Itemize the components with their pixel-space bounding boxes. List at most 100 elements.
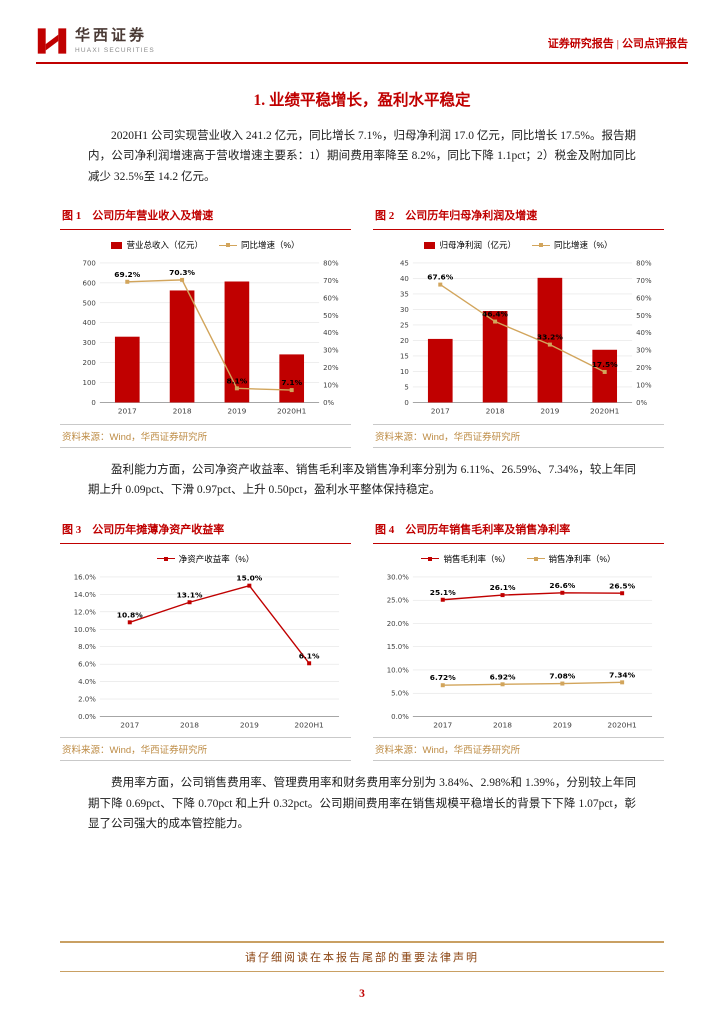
svg-text:0: 0 [91,399,95,407]
page-header: 华西证券 HUAXI SECURITIES 证券研究报告 | 公司点评报告 [0,0,724,62]
svg-text:70.3%: 70.3% [169,268,195,277]
footer-rule-top [60,941,664,943]
legend-item: 营业总收入（亿元） [111,239,203,251]
figure-4-legend: 销售毛利率（%） 销售净利率（%） [373,544,664,565]
svg-text:30: 30 [400,306,409,314]
report-type-label: 证券研究报告 | 公司点评报告 [548,35,688,56]
svg-text:10%: 10% [636,382,652,390]
legend-item: 同比增速（%） [531,239,613,251]
svg-text:70%: 70% [636,277,652,285]
huaxi-logo: 华西证券 HUAXI SECURITIES [36,26,155,56]
figure-3-caption: 图 3 公司历年摊薄净资产收益率 [60,517,351,544]
figure-2: 图 2 公司历年归母净利润及增速 归母净利润（亿元） 同比增速（%） 0 5 10 15… [373,203,664,448]
paragraph-profitability: 盈利能力方面，公司净资产收益率、销售毛利率及销售净利率分别为 6.11%、26.… [88,463,636,497]
svg-text:400: 400 [83,320,96,328]
chart-canvas: 0.0% 5.0% 10.0% 15.0% 20.0% 25.0% 30.0% 2017 201… [387,573,653,729]
svg-text:2020H1: 2020H1 [607,720,637,729]
svg-text:20%: 20% [323,364,339,372]
legend-label: 净资产收益率（%） [178,553,255,564]
figure-2-legend: 归母净利润（亿元） 同比增速（%） [373,230,664,251]
legend-label: 同比增速（%） [240,240,300,251]
svg-text:2019: 2019 [227,407,246,416]
svg-text:2020H1: 2020H1 [590,407,620,416]
svg-text:80%: 80% [636,260,652,268]
svg-text:17.5%: 17.5% [592,360,618,369]
svg-text:2019: 2019 [553,720,572,729]
legend-label: 归母净利润（亿元） [439,240,516,251]
svg-text:30%: 30% [323,347,339,355]
svg-text:5.0%: 5.0% [391,689,409,697]
svg-text:2018: 2018 [486,407,505,416]
legend-label: 销售毛利率（%） [443,553,511,564]
legend-item: 销售净利率（%） [526,553,616,565]
svg-text:70%: 70% [323,277,339,285]
header-rule [36,62,688,64]
chart-canvas: 0.0% 2.0% 4.0% 6.0% 8.0% 10.0% 12.0% 14.0% 16.0%… [74,573,340,729]
figure-1-caption: 图 1 公司历年营业收入及增速 [60,203,351,231]
figure-4-caption: 图 4 公司历年销售毛利率及销售净利率 [373,517,664,544]
report-type-separator: | [616,38,619,50]
svg-text:600: 600 [83,280,96,288]
figure-3-source: 资料来源：Wind，华西证券研究所 [60,737,351,762]
svg-text:26.1%: 26.1% [490,583,516,592]
svg-text:6.72%: 6.72% [430,673,456,682]
svg-text:80%: 80% [323,260,339,268]
legend-swatch-bar [111,241,123,249]
svg-text:7.1%: 7.1% [281,379,302,388]
svg-text:10.0%: 10.0% [74,626,97,634]
legal-disclaimer: 请仔细阅读在本报告尾部的重要法律声明 [245,951,479,964]
svg-text:25.1%: 25.1% [430,588,456,597]
svg-text:6.1%: 6.1% [299,651,320,660]
svg-text:40%: 40% [323,330,339,338]
svg-text:4.0%: 4.0% [78,678,96,686]
figure-1-legend: 营业总收入（亿元） 同比增速（%） [60,230,351,251]
paragraph-overview: 2020H1 公司实现营业收入 241.2 亿元，同比增长 7.1%，归母净利润… [88,130,636,183]
svg-text:40%: 40% [636,330,652,338]
logo-name-en: HUAXI SECURITIES [75,46,155,54]
svg-text:33.2%: 33.2% [537,333,563,342]
svg-text:60%: 60% [323,295,339,303]
figure-4: 图 4 公司历年销售毛利率及销售净利率 销售毛利率（%） 销售净利率（%） 0.0… [373,517,664,762]
svg-text:2019: 2019 [540,407,559,416]
svg-text:15: 15 [400,353,409,361]
section-title: 1. 业绩平稳增长，盈利水平稳定 [253,92,471,109]
svg-text:69.2%: 69.2% [114,270,140,279]
svg-text:700: 700 [83,260,96,268]
svg-text:10: 10 [400,368,409,376]
svg-text:100: 100 [83,379,96,387]
svg-text:2017: 2017 [433,720,452,729]
svg-text:16.0%: 16.0% [74,573,97,581]
legend-item: 销售毛利率（%） [421,553,511,565]
svg-text:8.1%: 8.1% [227,377,248,386]
svg-text:2018: 2018 [173,407,192,416]
report-subtype: 公司点评报告 [622,38,688,50]
svg-text:30%: 30% [636,347,652,355]
figure-row-1: 图 1 公司历年营业收入及增速 营业总收入（亿元） 同比增速（%） 0 100 200… [60,203,664,448]
svg-text:8.0%: 8.0% [78,643,96,651]
legend-swatch-line [526,555,545,563]
svg-text:2018: 2018 [180,720,199,729]
svg-text:35: 35 [400,291,409,299]
svg-text:10%: 10% [323,382,339,390]
chart-canvas: 0 100 200 300 400 500 600 700 0% 10% 20% 30% 40% 50% 6… [83,260,339,416]
legend-item: 同比增速（%） [218,239,300,251]
svg-text:12.0%: 12.0% [74,608,97,616]
svg-text:50%: 50% [323,312,339,320]
page-number: 3 [359,988,365,1000]
svg-text:46.4%: 46.4% [482,310,508,319]
svg-text:50%: 50% [636,312,652,320]
legend-item: 归母净利润（亿元） [424,239,516,251]
figure-2-caption: 图 2 公司历年归母净利润及增速 [373,203,664,231]
footer-rule-bottom [60,970,664,972]
legend-swatch-line [531,241,550,249]
legend-swatch-line [156,555,175,563]
svg-text:13.1%: 13.1% [177,590,203,599]
figure-1: 图 1 公司历年营业收入及增速 营业总收入（亿元） 同比增速（%） 0 100 200… [60,203,351,448]
svg-text:7.34%: 7.34% [609,670,635,679]
svg-text:5: 5 [404,384,408,392]
svg-text:200: 200 [83,360,96,368]
svg-text:10.0%: 10.0% [387,666,410,674]
svg-text:0: 0 [404,399,408,407]
svg-text:26.6%: 26.6% [549,581,575,590]
svg-text:2019: 2019 [240,720,259,729]
